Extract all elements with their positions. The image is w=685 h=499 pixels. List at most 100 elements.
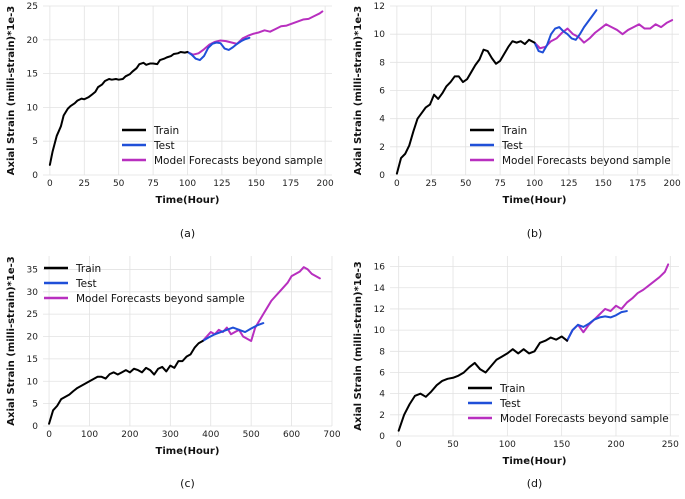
panel-d-y-tick-12: 12	[374, 305, 385, 315]
panel-a-caption: (a)	[180, 227, 195, 240]
panel-c-legend-forecast-label: Model Forecasts beyond sample	[76, 293, 245, 305]
panel-b: 0 25 50 75 100 125 150 175 200 0 2 4 6 8 10 12 Time(Ho…	[353, 2, 681, 240]
panel-d-y-tick-6: 6	[379, 368, 385, 378]
panel-b-legend-forecast-label: Model Forecasts beyond sample	[502, 155, 671, 167]
panel-b-y-ticks: 0 2 4 6 8 10 12	[374, 2, 386, 181]
panel-c-legend-train-label: Train	[75, 263, 101, 275]
panel-a-y-tick-0: 0	[32, 171, 38, 181]
panel-d-forecast-line	[566, 263, 670, 342]
panel-d-y-tick-10: 10	[374, 326, 386, 336]
panel-b-test-line	[533, 9, 598, 54]
panel-b-train-line	[395, 38, 536, 175]
panel-d-y-tick-4: 4	[379, 390, 385, 400]
panel-b-y-tick-2: 2	[379, 143, 385, 153]
panel-b-x-tick-25: 25	[426, 179, 437, 189]
panel-a-y-tick-5: 5	[32, 137, 38, 147]
panel-c-y-tick-0: 0	[32, 422, 38, 432]
panel-a-grid	[43, 5, 332, 176]
panel-d: 0 50 100 150 200 250 0 2 4 6 8 10 12 14 16 Time(Hour)…	[353, 256, 679, 490]
panel-c-lines	[48, 266, 321, 425]
panel-d-x-tick-100: 100	[499, 440, 516, 450]
panel-c-train-line	[48, 340, 204, 425]
panel-b-legend-test-label: Test	[501, 140, 523, 152]
panel-d-grid	[390, 256, 679, 437]
panel-b-x-tick-150: 150	[595, 179, 612, 189]
panel-b-caption: (b)	[527, 227, 543, 240]
panel-c-test-line	[201, 322, 265, 342]
panel-a-x-tick-100: 100	[179, 179, 196, 189]
panel-a-x-tick-50: 50	[113, 179, 125, 189]
panel-b-legend: Train Test Model Forecasts beyond sample	[470, 125, 671, 167]
panel-a: 0 25 50 75 100 125 150 175 200 0 5 10 15 20 25 Time(H…	[6, 2, 334, 240]
panel-b-x-tick-50: 50	[460, 179, 472, 189]
panel-b-x-tick-125: 125	[560, 179, 577, 189]
panel-a-y-axis-label: Axial Strain (milli-strain)*1e-3	[6, 6, 17, 175]
panel-b-x-axis-label: Time(Hour)	[503, 195, 567, 206]
panel-b-x-tick-175: 175	[629, 179, 646, 189]
panel-c-caption: (c)	[180, 477, 195, 490]
panel-d-caption: (d)	[527, 477, 543, 490]
panel-d-x-ticks: 0 50 100 150 200 250	[396, 440, 679, 450]
panel-d-x-tick-50: 50	[447, 440, 459, 450]
panel-b-x-tick-0: 0	[394, 179, 400, 189]
panel-c-x-tick-200: 200	[121, 430, 138, 440]
panel-b-forecast-line	[533, 19, 674, 50]
panel-c-y-tick-5: 5	[32, 400, 38, 410]
panel-a-forecast-line	[186, 10, 324, 56]
panel-d-x-tick-150: 150	[553, 440, 570, 450]
panel-a-x-tick-175: 175	[282, 179, 299, 189]
panel-d-test-line	[566, 310, 628, 342]
panel-b-y-tick-6: 6	[379, 87, 385, 97]
panel-a-y-ticks: 0 5 10 15 20 25	[27, 2, 39, 181]
panel-c-y-tick-25: 25	[27, 310, 38, 320]
panel-d-y-tick-2: 2	[379, 411, 385, 421]
panel-c-x-ticks: 0 100 200 300 400 500 600 700	[46, 430, 341, 440]
panel-d-y-tick-0: 0	[379, 432, 385, 442]
panel-d-y-ticks: 0 2 4 6 8 10 12 14 16	[374, 263, 386, 442]
panel-a-y-tick-15: 15	[27, 70, 38, 80]
panel-a-legend: Train Test Model Forecasts beyond sample	[122, 125, 323, 167]
panel-b-x-ticks: 0 25 50 75 100 125 150 175 200	[394, 179, 681, 189]
panel-a-legend-test-label: Test	[153, 140, 175, 152]
panel-b-x-tick-200: 200	[664, 179, 681, 189]
panel-c-x-tick-500: 500	[243, 430, 260, 440]
panel-a-test-line	[186, 36, 251, 62]
panel-c-x-axis-label: Time(Hour)	[156, 446, 220, 457]
panel-c-y-ticks: 0 5 10 15 20 25 30 35	[27, 265, 39, 432]
panel-a-x-tick-150: 150	[248, 179, 265, 189]
panel-b-legend-train-label: Train	[501, 125, 527, 137]
panel-a-x-tick-0: 0	[47, 179, 53, 189]
panel-d-y-tick-16: 16	[374, 263, 386, 273]
panel-d-legend: Train Test Model Forecasts beyond sample	[468, 383, 669, 425]
panel-a-x-axis-label: Time(Hour)	[156, 195, 220, 206]
panel-c-y-tick-15: 15	[27, 355, 38, 365]
panel-c-legend: Train Test Model Forecasts beyond sample	[44, 263, 245, 305]
panel-b-y-tick-0: 0	[379, 171, 385, 181]
panel-c-y-tick-30: 30	[27, 288, 39, 298]
panel-c-y-tick-10: 10	[27, 377, 39, 387]
panel-b-x-tick-75: 75	[494, 179, 505, 189]
panel-b-y-tick-4: 4	[379, 115, 385, 125]
panel-d-x-axis-label: Time(Hour)	[503, 456, 567, 467]
panel-c: 0 100 200 300 400 500 600 700 0 5 10 15 20 25 30 35 Ti…	[6, 256, 341, 490]
panel-d-x-tick-200: 200	[607, 440, 624, 450]
panel-b-grid	[390, 5, 679, 176]
panel-d-legend-train-label: Train	[499, 383, 525, 395]
panel-a-x-tick-125: 125	[213, 179, 230, 189]
panel-b-y-tick-10: 10	[374, 30, 386, 40]
panel-c-x-tick-300: 300	[162, 430, 179, 440]
panel-c-x-tick-100: 100	[81, 430, 98, 440]
panel-a-y-tick-10: 10	[27, 103, 39, 113]
panel-c-legend-test-label: Test	[75, 278, 97, 290]
panel-b-lines	[395, 9, 674, 175]
panel-d-legend-forecast-label: Model Forecasts beyond sample	[500, 413, 669, 425]
panel-a-train-line	[48, 50, 189, 166]
panel-a-lines	[48, 10, 324, 166]
panel-d-lines	[397, 263, 670, 432]
panel-d-x-tick-0: 0	[396, 440, 402, 450]
panel-c-x-tick-700: 700	[323, 430, 340, 440]
panel-c-x-tick-0: 0	[46, 430, 52, 440]
panel-c-x-tick-600: 600	[283, 430, 300, 440]
panel-b-x-tick-100: 100	[526, 179, 543, 189]
